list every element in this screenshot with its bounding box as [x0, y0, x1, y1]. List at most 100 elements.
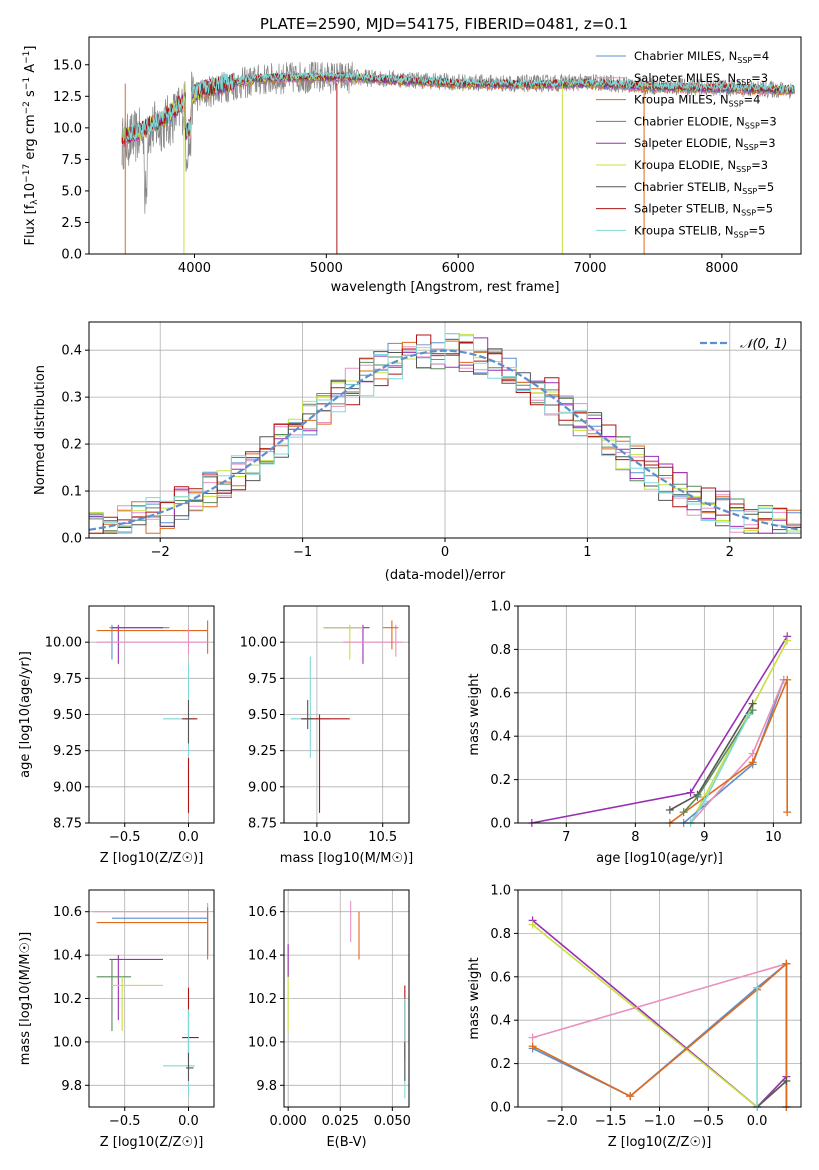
- y-tick-label: 10.4: [248, 949, 277, 964]
- weight-line: [756, 1080, 787, 1108]
- y-tick-label: 10.0: [53, 121, 82, 136]
- y-tick-label: 0.4: [61, 344, 82, 359]
- y-tick-label: 10.4: [53, 949, 82, 964]
- y-tick-label: 9.50: [248, 708, 277, 723]
- y-tick-label: 1.0: [490, 600, 511, 615]
- x-tick-label: 1: [583, 545, 591, 560]
- x-tick-label: 7000: [573, 261, 606, 276]
- y-tick-label: 12.5: [53, 90, 82, 105]
- y-tick-label: 0.4: [490, 1014, 511, 1029]
- axes-frame: [517, 605, 802, 824]
- mass_vs_ebv-panel: 0.000 0.025 0.050 9.8 10.0 10.2 10.4 10.6 E(B-V): [248, 889, 411, 1150]
- figure-title: PLATE=2590, MJD=54175, FIBERID=0481, z=0…: [260, 15, 628, 33]
- y-tick-label: 5.0: [61, 184, 82, 199]
- legend-label: 𝒩(0, 1): [740, 337, 787, 352]
- x-tick-label: −0.5: [109, 1114, 141, 1129]
- histogram-kroupa_stelib: [89, 333, 801, 534]
- y-tick-label: 0.0: [490, 1101, 511, 1116]
- y-tick-label: 0.2: [490, 773, 511, 788]
- mass_weight_vs_age-panel: 7 8 9 10 0.0 0.2 0.4 0.6 0.8 1.0 age [log10(age/yr…: [467, 600, 802, 866]
- y-tick-label: 9.25: [53, 744, 82, 759]
- x-tick-label: 9: [700, 830, 708, 845]
- y-tick-label: 10.6: [53, 905, 82, 920]
- y-tick-label: 0.2: [490, 1057, 511, 1072]
- x-tick-label: −2: [151, 545, 170, 560]
- y-tick-label: 9.75: [53, 672, 82, 687]
- x-tick-label: 8: [631, 830, 639, 845]
- legend-label: Kroupa STELIB, NSSP=5: [634, 223, 765, 239]
- axes-frame: [88, 889, 215, 1108]
- y-tick-label: 10.2: [248, 992, 277, 1007]
- x-tick-label: 0.0: [747, 1114, 768, 1129]
- mass_weight_vs_Z-panel: −2.0 −1.5 −1.0 −0.5 0.0 0.0 0.2 0.4 0.6 0.8 1.0 Z […: [467, 884, 802, 1150]
- y-axis-label: mass weight: [467, 673, 482, 755]
- x-tick-label: −1.5: [595, 1114, 627, 1129]
- y-tick-label: 0.8: [490, 643, 511, 658]
- x-axis-label: Z [log10(Z/Z☉)]: [608, 1135, 712, 1150]
- x-axis-label: E(B-V): [326, 1135, 366, 1150]
- x-tick-label: −0.5: [109, 830, 141, 845]
- x-tick-label: 4000: [178, 261, 211, 276]
- y-tick-label: 15.0: [53, 58, 82, 73]
- axes-frame: [88, 36, 802, 255]
- y-tick-label: 0.0: [61, 532, 82, 547]
- y-axis-label: age [log10(age/yr)]: [18, 651, 33, 778]
- y-tick-label: 1.0: [490, 884, 511, 899]
- y-tick-label: 0.0: [61, 248, 82, 263]
- axes-frame: [88, 321, 802, 539]
- x-tick-label: 0.0: [178, 830, 199, 845]
- legend-label: Salpeter ELODIE, NSSP=3: [634, 136, 776, 152]
- x-tick-label: 7: [562, 830, 570, 845]
- weight-line: [669, 679, 789, 824]
- x-tick-label: 0: [441, 545, 449, 560]
- x-tick-label: 10.5: [368, 830, 397, 845]
- y-axis-label: mass weight: [467, 957, 482, 1039]
- age_vs_Z-panel: −0.5 0.0 8.75 9.00 9.25 9.50 9.75 10.00 Z [log10…: [18, 605, 215, 866]
- x-tick-label: 0.025: [322, 1114, 359, 1129]
- y-axis-label: Normed distribution: [33, 365, 48, 495]
- y-tick-label: 8.75: [53, 817, 82, 832]
- x-tick-label: 8000: [705, 261, 738, 276]
- y-axis-label: mass [log10(M/M☉)]: [18, 932, 33, 1065]
- x-tick-label: 0.000: [270, 1114, 307, 1129]
- spectrum-legend: Chabrier MILES, NSSP=4 Salpeter MILES, NS…: [596, 49, 777, 239]
- y-tick-label: 0.8: [490, 927, 511, 942]
- y-axis-label: Flux [fλ10−17 erg cm−2 s−1 A−1]: [22, 46, 40, 246]
- x-tick-label: −1.0: [644, 1114, 676, 1129]
- y-tick-label: 9.25: [248, 744, 277, 759]
- mass_vs_Z-panel: −0.5 0.0 9.8 10.0 10.2 10.4 10.6 Z [log10(Z/Z☉)…: [18, 889, 215, 1150]
- legend-label: Chabrier ELODIE, NSSP=3: [634, 114, 777, 130]
- axes-frame: [283, 889, 410, 1108]
- x-tick-label: 0.050: [374, 1114, 411, 1129]
- axes-frame: [517, 889, 802, 1108]
- legend-label: Kroupa ELODIE, NSSP=3: [634, 158, 768, 174]
- y-tick-label: 0.6: [490, 970, 511, 985]
- spectrum-panel: 4000 5000 6000 7000 8000 0.0 2.5 5.0 7.5 10.0 12.5…: [22, 36, 802, 295]
- y-tick-label: 9.75: [248, 672, 277, 687]
- x-tick-label: 5000: [310, 261, 343, 276]
- y-tick-label: 9.00: [53, 780, 82, 795]
- y-tick-label: 0.3: [61, 391, 82, 406]
- legend-label: Kroupa MILES, NSSP=4: [634, 93, 760, 109]
- weight-line: [531, 635, 788, 824]
- y-tick-label: 10.6: [248, 905, 277, 920]
- y-tick-label: 0.2: [61, 438, 82, 453]
- x-axis-label: Z [log10(Z/Z☉)]: [100, 1135, 204, 1150]
- y-tick-label: 10.0: [53, 1035, 82, 1050]
- normal-curve: [88, 349, 802, 531]
- y-tick-label: 0.1: [61, 485, 82, 500]
- y-tick-label: 0.4: [490, 730, 511, 745]
- x-axis-label: Z [log10(Z/Z☉)]: [100, 851, 204, 866]
- x-axis-label: (data-model)/error: [385, 568, 506, 583]
- legend-label: Salpeter MILES, NSSP=3: [634, 71, 768, 87]
- y-tick-label: 7.5: [61, 153, 82, 168]
- y-tick-label: 0.6: [490, 686, 511, 701]
- legend-label: Salpeter STELIB, NSSP=5: [634, 202, 773, 218]
- x-tick-label: −2.0: [546, 1114, 578, 1129]
- age_vs_mass-panel: 10.0 10.5 8.75 9.00 9.25 9.50 9.75 10.00 mass [l…: [240, 605, 413, 866]
- y-tick-label: 9.8: [256, 1079, 277, 1094]
- residuals-panel: −2 −1 0 1 2 0.0 0.1 0.2 0.3 0.4 (data-model)/error…: [33, 321, 802, 583]
- y-tick-label: 0.0: [490, 817, 511, 832]
- axes-frame: [88, 605, 215, 824]
- y-tick-label: 10.00: [45, 636, 82, 651]
